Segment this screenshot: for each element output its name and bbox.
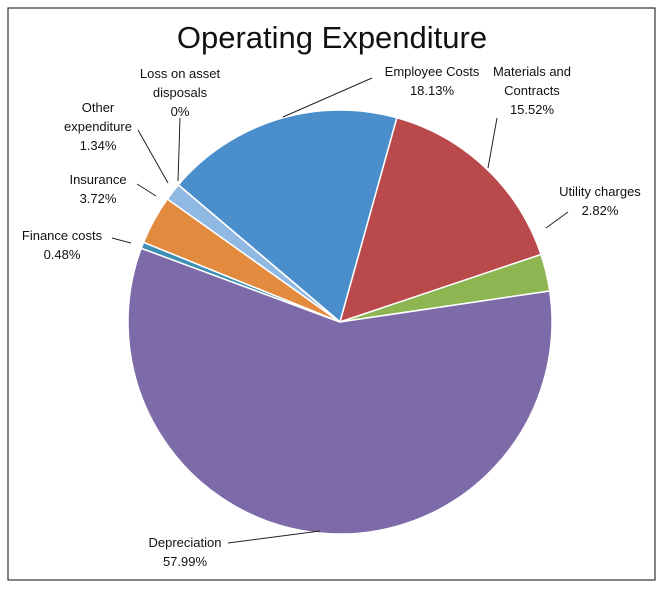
slice-label: Finance costs [21,228,103,243]
slice-value-label: 0% [170,104,190,119]
leader-line [545,211,569,229]
slice-value-label: 57.99% [162,554,208,569]
slice-label: Employee Costs [384,64,480,79]
leader-line [177,117,181,182]
leader-line [227,530,321,544]
leader-line [487,117,498,169]
slice-label: Other expenditure [64,100,132,134]
slice-value-label: 15.52% [509,102,555,117]
leader-line [137,129,169,184]
slice-value-label: 1.34% [79,138,117,153]
leader-line [111,237,132,244]
slice-label: Insurance [69,172,127,187]
slice-label: Depreciation [148,535,222,550]
slice-value-label: 3.72% [79,191,117,206]
slice-label: Loss on asset disposals [139,66,221,100]
leader-line [136,183,157,197]
slice-value-label: 18.13% [409,83,455,98]
leader-line [282,77,373,118]
pie-slice [177,109,398,324]
slice-value-label: 0.48% [43,247,81,262]
pie-slice [177,184,341,323]
pie-slice [127,247,553,535]
chart-title: Operating Expenditure [176,20,488,55]
chart-frame [7,7,656,581]
slice-label: Utility charges [559,184,641,199]
slice-value-label: 2.82% [581,203,619,218]
slice-label: Materials and Contracts [492,64,572,98]
